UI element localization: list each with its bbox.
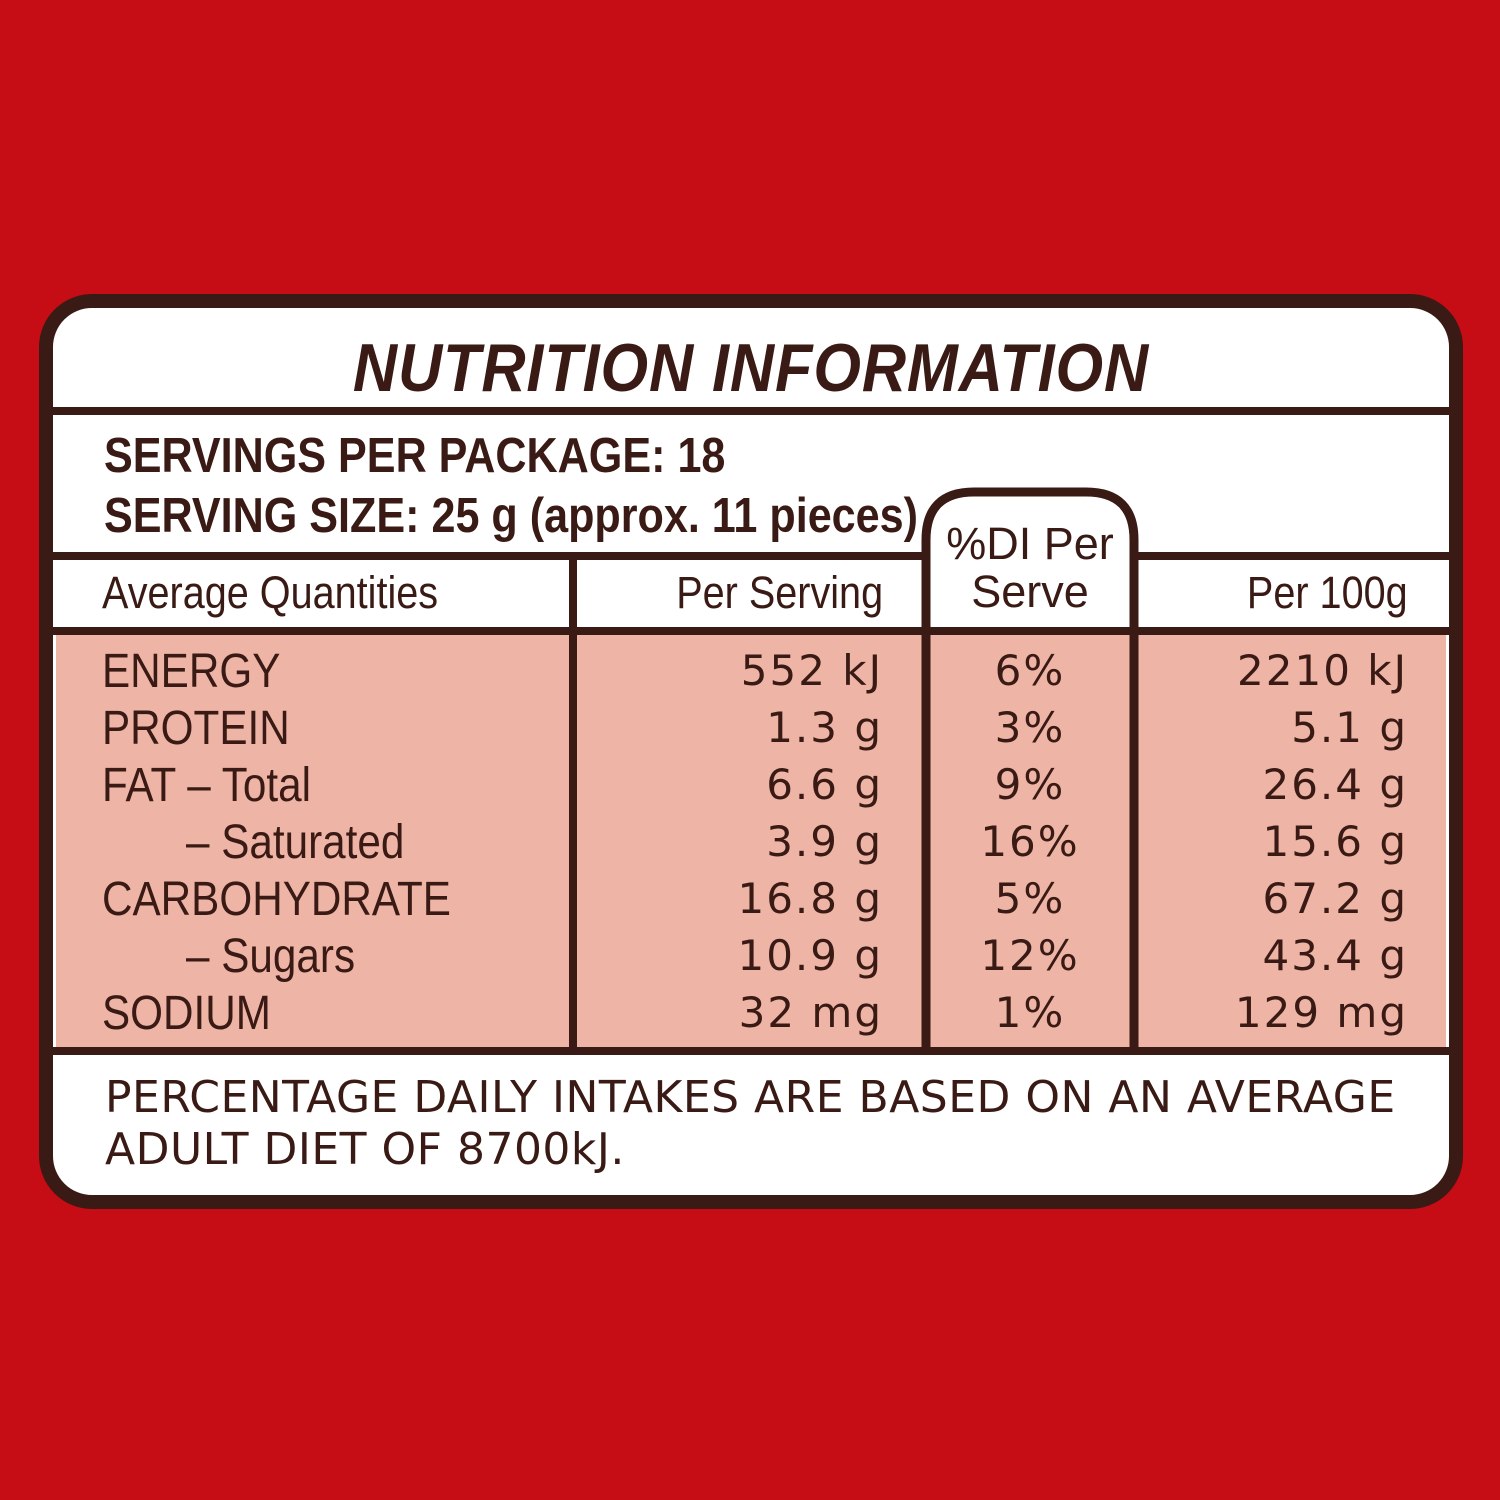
servings-per-package: SERVINGS PER PACKAGE: 18 <box>104 429 726 483</box>
table-body-fill <box>56 632 1446 1050</box>
row-sodium-di: 1% <box>994 988 1066 1037</box>
footnote: PERCENTAGE DAILY INTAKES ARE BASED ON AN… <box>105 1072 1396 1175</box>
row-fat-total-per-100g: 26.4 g <box>1262 760 1408 809</box>
row-carbohydrate-per-serving: 16.8 g <box>737 874 883 923</box>
row-label-energy: ENERGY <box>102 645 281 698</box>
serving-size: SERVING SIZE: 25 g (approx. 11 pieces) <box>104 489 918 543</box>
row-energy-di: 6% <box>994 646 1066 695</box>
col-header-per-100g: Per 100g <box>1247 567 1408 618</box>
row-saturated-di: 16% <box>980 817 1080 866</box>
row-fat-total-di: 9% <box>994 760 1066 809</box>
row-sodium-per-serving: 32 mg <box>738 988 883 1037</box>
row-label-fat-total: FAT – Total <box>102 759 311 812</box>
row-sodium-per-100g: 129 mg <box>1234 988 1408 1037</box>
col-header-quantities: Average Quantities <box>102 567 439 618</box>
row-sugars-per-serving: 10.9 g <box>737 931 883 980</box>
row-label-carbohydrate: CARBOHYDRATE <box>102 873 451 926</box>
col-header-di-line2: Serve <box>971 566 1089 617</box>
row-sugars-per-100g: 43.4 g <box>1262 931 1408 980</box>
row-label-saturated: – Saturated <box>186 816 405 869</box>
row-sugars-di: 12% <box>980 931 1080 980</box>
di-column-tab <box>921 487 1139 1051</box>
row-protein-di: 3% <box>994 703 1066 752</box>
row-label-sodium: SODIUM <box>102 987 271 1040</box>
row-energy-per-100g: 2210 kJ <box>1237 646 1408 695</box>
col-header-di-line1: %DI Per <box>946 518 1114 569</box>
col-header-per-serving: Per Serving <box>676 567 883 618</box>
row-carbohydrate-di: 5% <box>994 874 1066 923</box>
row-fat-total-per-serving: 6.6 g <box>766 760 883 809</box>
row-label-protein: PROTEIN <box>102 702 290 755</box>
row-protein-per-serving: 1.3 g <box>766 703 883 752</box>
row-protein-per-100g: 5.1 g <box>1291 703 1408 752</box>
row-label-sugars: – Sugars <box>186 930 356 983</box>
row-saturated-per-serving: 3.9 g <box>766 817 883 866</box>
row-saturated-per-100g: 15.6 g <box>1262 817 1408 866</box>
row-energy-per-serving: 552 kJ <box>740 646 883 695</box>
label-title: NUTRITION INFORMATION <box>352 330 1150 406</box>
row-carbohydrate-per-100g: 67.2 g <box>1262 874 1408 923</box>
